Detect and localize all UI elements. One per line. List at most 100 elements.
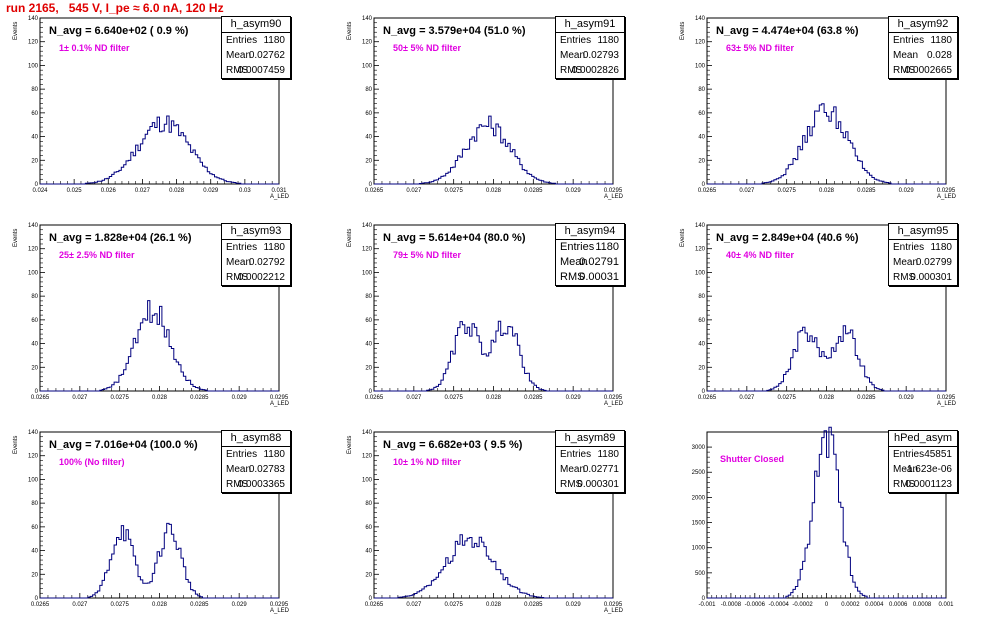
stats-row-entries: Entries 1180 — [889, 240, 957, 255]
y-tick-label: 140 — [362, 16, 373, 22]
histogram-series-line — [374, 320, 613, 392]
y-tick-label: 2000 — [692, 495, 706, 501]
x-tick-label: 0.0275 — [777, 188, 796, 194]
y-tick-label: 500 — [695, 571, 706, 577]
stats-title: h_asym90 — [222, 17, 290, 33]
y-tick-label: 60 — [31, 111, 38, 117]
y-tick-label: 0 — [369, 596, 373, 602]
histogram-series-line — [40, 300, 279, 392]
y-tick-label: 60 — [698, 111, 705, 117]
x-tick-label: 0.029 — [203, 188, 219, 194]
stats-row-mean: Mean 0.02771 — [556, 462, 624, 477]
stats-title: h_asym92 — [889, 17, 957, 33]
y-tick-label: 100 — [28, 477, 39, 483]
y-tick-label: 20 — [31, 365, 38, 371]
x-tick-label: 0.0275 — [110, 395, 129, 401]
histogram-plot: 0 20 40 60 80 100 120 140 0.0265 0.027 0.0275 0.028… — [695, 223, 956, 401]
x-tick-label: 0.027 — [406, 602, 422, 608]
x-tick-label: 0.028 — [169, 188, 185, 194]
x-tick-label: 0.0265 — [698, 395, 717, 401]
y-tick-label: 100 — [28, 63, 39, 69]
y-tick-label: 80 — [31, 294, 38, 300]
histogram-plot: 0 20 40 60 80 100 120 140 0.024 0.025 0.026 0.027 0.… — [28, 16, 287, 194]
x-axis-label: A_LED — [270, 608, 290, 614]
histogram-series-line — [707, 103, 946, 185]
stats-label: Mean — [560, 50, 586, 61]
x-tick-label: 0.028 — [486, 395, 502, 401]
histogram-series-line — [707, 426, 946, 599]
stats-value-entries: 1180 — [597, 449, 619, 460]
x-tick-label: 0.0265 — [698, 188, 717, 194]
stats-row-rms: RMS 0.0002212 — [222, 270, 290, 285]
stats-box: hPed_asym Entries 45851 Mean -1.623e-06 RMS 0.… — [888, 430, 958, 493]
x-tick-label: 0.027 — [72, 602, 88, 608]
x-tick-label: -0.0006 — [745, 602, 766, 608]
stats-row-entries: Entries 1180 — [889, 33, 957, 48]
y-tick-label: 40 — [365, 135, 372, 141]
x-tick-label: 0.026 — [101, 188, 117, 194]
filter-note: 10± 1% ND filter — [393, 457, 461, 467]
stats-label: Mean — [893, 464, 919, 475]
stats-row-mean: Mean 0.02791 — [556, 255, 624, 270]
y-tick-label: 2500 — [692, 470, 706, 476]
x-tick-label: -0.0008 — [721, 602, 742, 608]
x-tick-label: 0.027 — [739, 188, 755, 194]
x-tick-label: 0.027 — [72, 395, 88, 401]
x-tick-label: 0.0285 — [857, 188, 876, 194]
x-tick-label: 0.028 — [819, 188, 835, 194]
y-tick-label: 60 — [365, 525, 372, 531]
y-tick-label: 1000 — [692, 546, 706, 552]
stats-label: Mean — [560, 256, 588, 268]
y-tick-label: 40 — [698, 135, 705, 141]
stats-value-mean: -1.623e-06 — [903, 464, 952, 475]
stats-row-rms: RMS 0.000301 — [889, 270, 957, 285]
stats-box: h_asym95 Entries 1180 Mean 0.02799 RMS 0.00030… — [888, 223, 958, 286]
stats-row-rms: RMS 0.0007459 — [222, 63, 290, 78]
stats-label: RMS — [560, 65, 583, 76]
stats-label: RMS — [893, 272, 916, 283]
x-tick-label: 0.029 — [232, 602, 248, 608]
x-tick-label: 0.0295 — [270, 395, 289, 401]
x-tick-label: 0.029 — [566, 602, 582, 608]
y-tick-label: 40 — [31, 342, 38, 348]
y-tick-label: 140 — [362, 223, 373, 229]
x-tick-label: 0.0002 — [841, 602, 860, 608]
x-tick-label: 0.028 — [486, 188, 502, 194]
x-axis-label: A_LED — [270, 401, 290, 407]
stats-value-mean: 0.02799 — [915, 257, 952, 268]
y-tick-label: 40 — [31, 549, 38, 555]
stats-box: h_asym91 Entries 1180 Mean 0.02793 RMS 0.00028… — [555, 16, 625, 79]
stats-title: h_asym94 — [556, 224, 624, 240]
stats-title: h_asym95 — [889, 224, 957, 240]
stats-row-entries: Entries 1180 — [222, 447, 290, 462]
x-tick-label: 0.0265 — [365, 188, 384, 194]
stats-label: Entries — [560, 241, 595, 253]
histogram-panel-h_asym90: 0 20 40 60 80 100 120 140 0.024 0.025 0.026 0.027 0.… — [0, 14, 329, 221]
stats-value-entries: 1180 — [263, 35, 285, 46]
stats-label: Entries — [893, 242, 925, 253]
stats-box: h_asym93 Entries 1180 Mean 0.02792 RMS 0.00022… — [221, 223, 291, 286]
stats-value-mean: 0.028 — [926, 50, 952, 61]
histogram-panel-h_asym95: 0 20 40 60 80 100 120 140 0.0265 0.027 0.0275 0.028… — [667, 221, 996, 428]
y-tick-label: 120 — [695, 40, 706, 46]
x-tick-label: 0.0295 — [270, 602, 289, 608]
histogram-panel-h_asym93: 0 20 40 60 80 100 120 140 0.0265 0.027 0.0275 0.028… — [0, 221, 329, 428]
y-tick-label: 3000 — [692, 445, 706, 451]
x-tick-label: 0.0265 — [31, 395, 50, 401]
filter-note: 1± 0.1% ND filter — [59, 43, 130, 53]
n-avg-label: N_avg = 2.849e+04 (40.6 %) — [716, 232, 859, 244]
stats-label: RMS — [893, 479, 916, 490]
stats-row-rms: RMS 0.0002826 — [556, 63, 624, 78]
stats-row-mean: Mean -1.623e-06 — [889, 462, 957, 477]
plot-frame — [39, 17, 280, 185]
x-tick-label: 0.0275 — [444, 395, 463, 401]
x-tick-label: 0.0275 — [444, 602, 463, 608]
stats-label: Entries — [226, 35, 258, 46]
histogram-plot: 0 20 40 60 80 100 120 140 0.0265 0.027 0.0275 0.028… — [362, 223, 623, 401]
y-axis-label: Events — [13, 228, 19, 247]
x-tick-label: 0.024 — [32, 188, 48, 194]
x-tick-label: 0 — [825, 602, 829, 608]
histogram-panel-hPed_asym: 0 500 1000 1500 2000 2500 3000 -0.001 -0.0008 -0.… — [667, 426, 996, 635]
stats-box: h_asym89 Entries 1180 Mean 0.02771 RMS 0.00030… — [555, 430, 625, 493]
stats-label: Mean — [560, 464, 586, 475]
